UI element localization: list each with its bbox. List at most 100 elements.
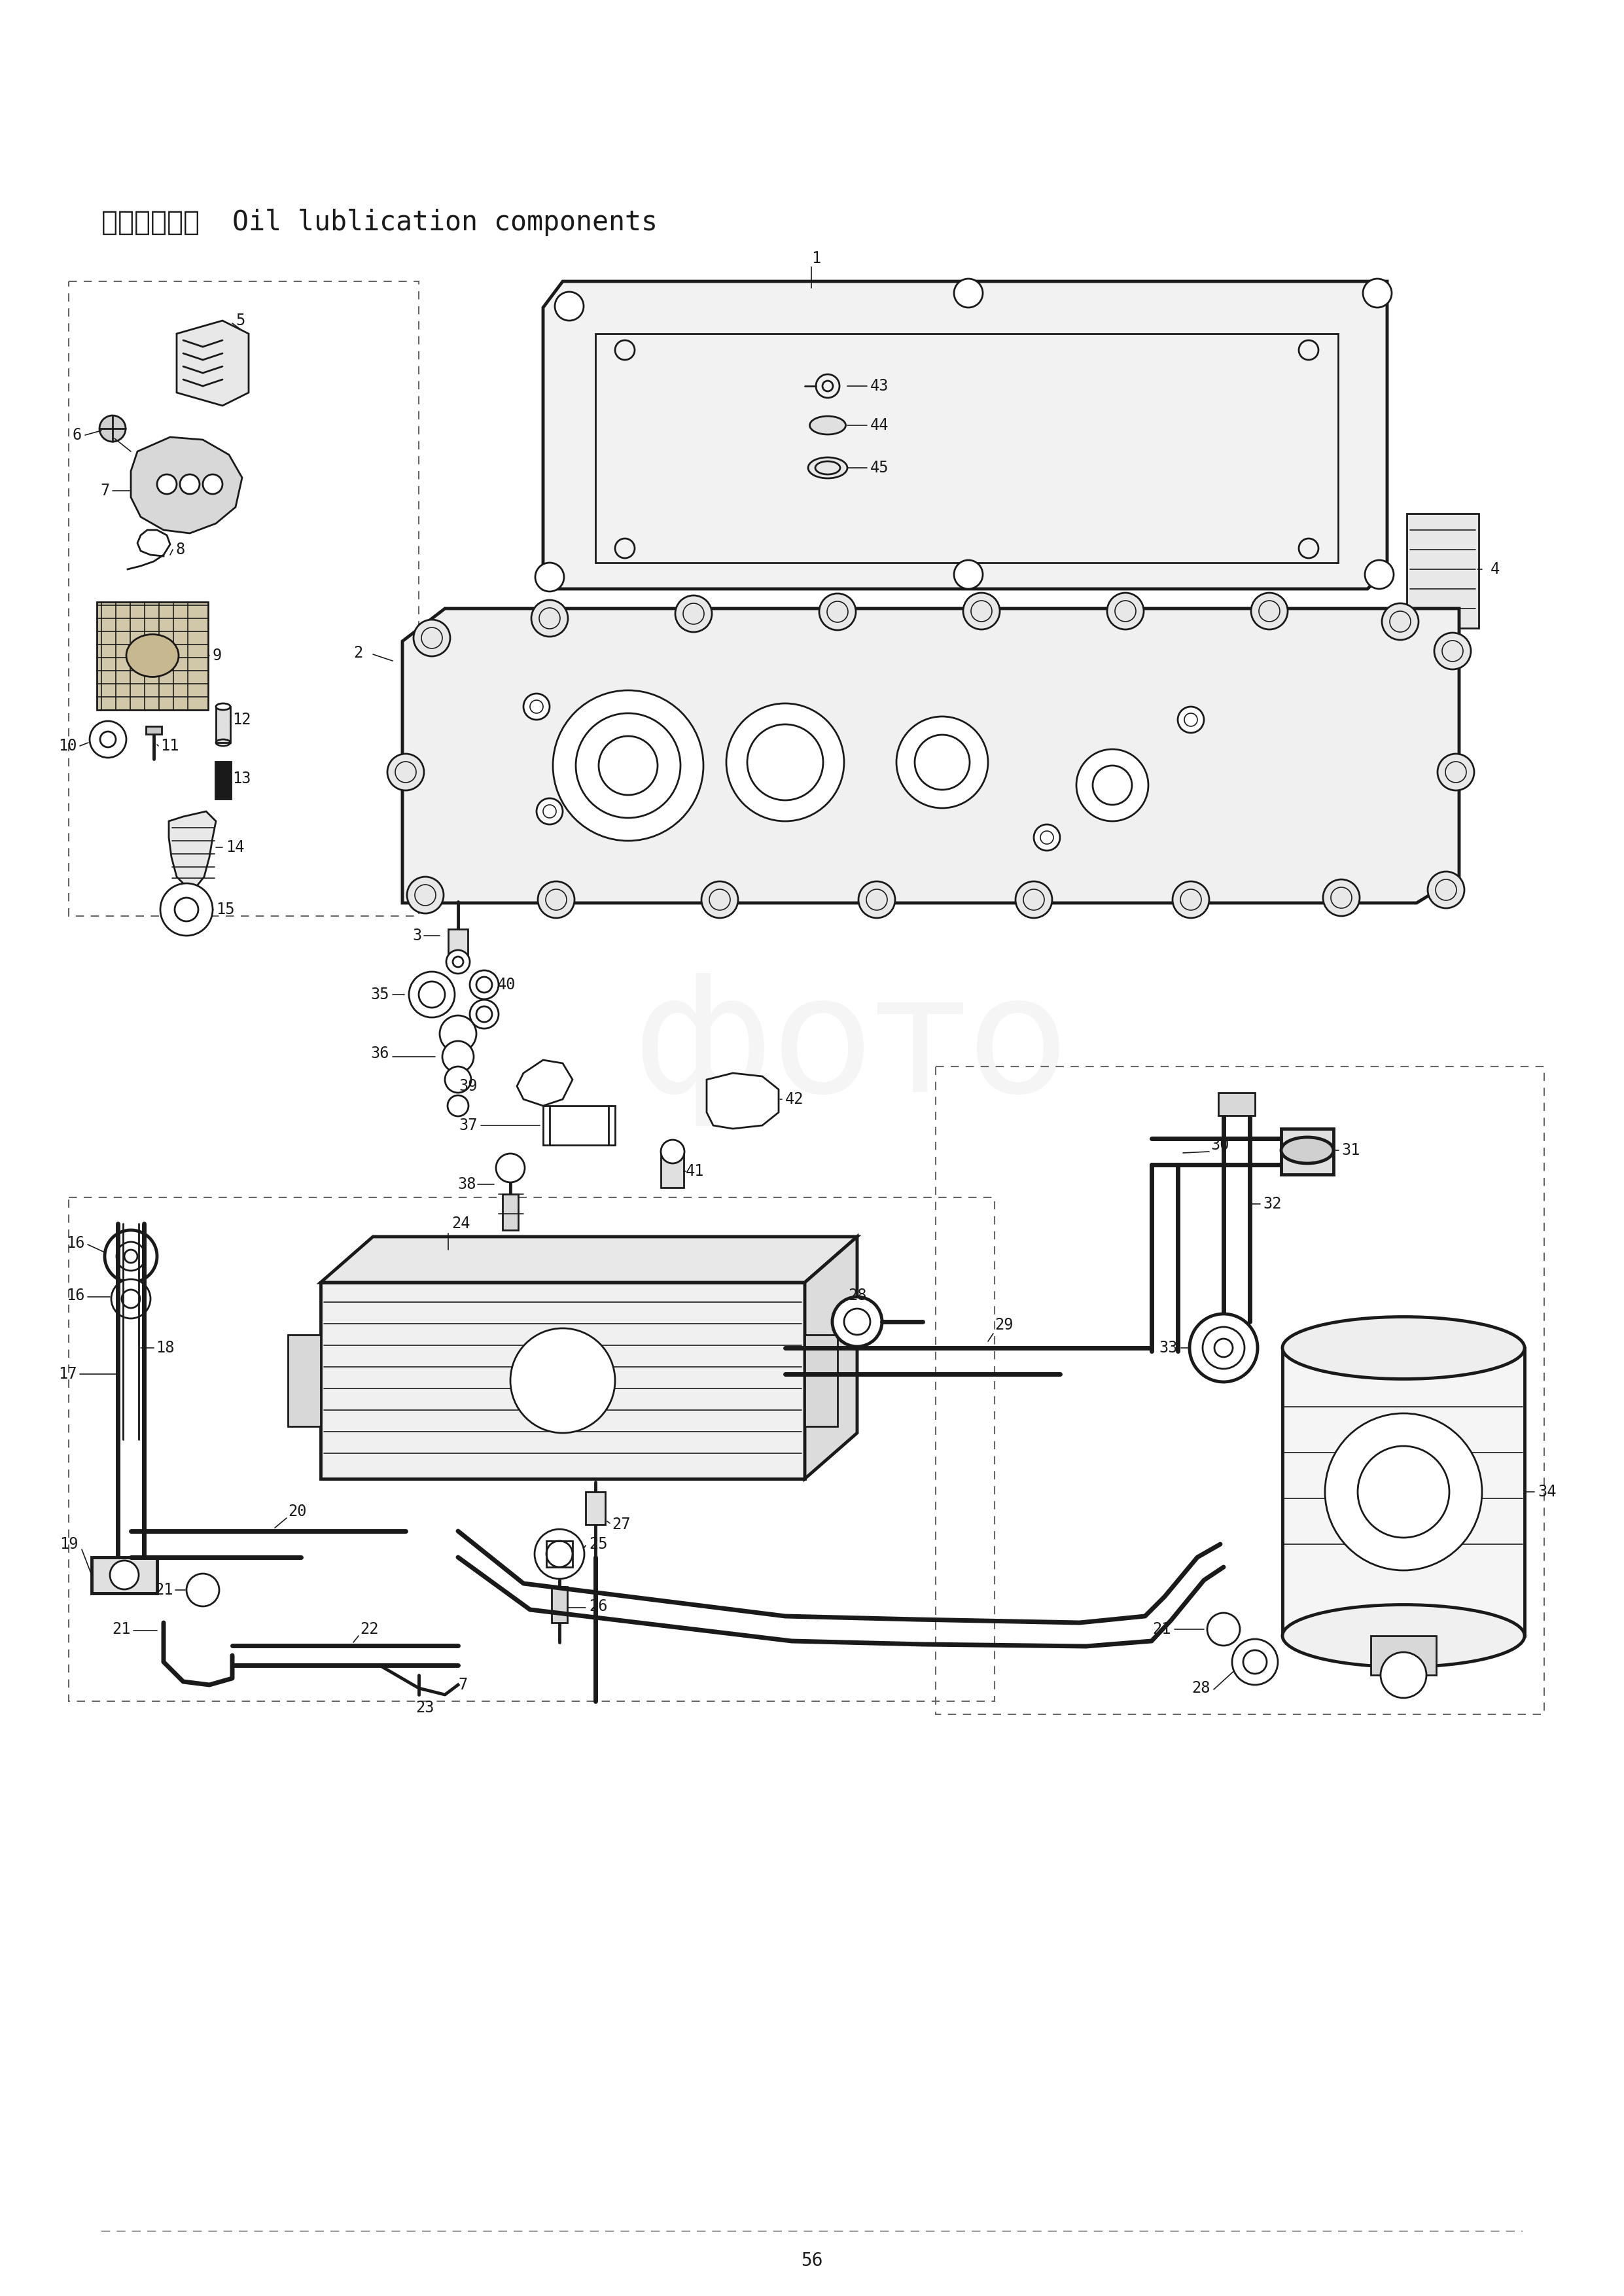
Circle shape [448, 1095, 468, 1116]
Polygon shape [177, 321, 248, 406]
Circle shape [676, 595, 711, 631]
Circle shape [1434, 634, 1471, 670]
Polygon shape [516, 1061, 573, 1107]
Bar [542, 1107, 615, 1146]
Circle shape [203, 475, 222, 494]
Ellipse shape [1281, 1137, 1333, 1164]
Circle shape [1015, 882, 1052, 918]
Text: 21: 21 [112, 1621, 132, 1637]
Text: 42: 42 [784, 1091, 804, 1107]
Text: 22: 22 [361, 1621, 378, 1637]
Bar [68, 1199, 994, 1701]
Polygon shape [706, 1072, 778, 1130]
Circle shape [158, 475, 177, 494]
Bar [448, 930, 468, 964]
Text: фото: фото [633, 967, 1069, 1125]
Bar [320, 1283, 806, 1479]
Text: 26: 26 [590, 1598, 607, 1614]
Text: 43: 43 [870, 379, 888, 395]
Text: 40: 40 [497, 976, 516, 992]
Circle shape [859, 882, 895, 918]
Circle shape [89, 721, 127, 758]
Text: 八、润滑组件  Oil lublication components: 八、润滑组件 Oil lublication components [101, 209, 658, 236]
Circle shape [534, 1529, 585, 1580]
Circle shape [414, 620, 450, 657]
Circle shape [409, 971, 455, 1017]
Circle shape [1233, 1639, 1278, 1685]
Circle shape [447, 951, 469, 974]
Text: 23: 23 [416, 1699, 434, 1715]
Circle shape [99, 416, 125, 441]
Text: 16: 16 [67, 1235, 84, 1251]
Text: 41: 41 [685, 1164, 705, 1180]
Text: 38: 38 [458, 1176, 476, 1192]
Text: 33: 33 [1160, 1341, 1177, 1355]
Circle shape [953, 560, 983, 588]
Text: 8: 8 [175, 542, 185, 558]
Circle shape [442, 1040, 474, 1072]
Circle shape [1077, 748, 1148, 822]
Bar [1406, 514, 1479, 629]
Text: 4: 4 [1491, 563, 1501, 576]
Circle shape [1363, 278, 1392, 308]
Circle shape [555, 292, 583, 321]
Circle shape [469, 971, 499, 999]
Text: 15: 15 [216, 902, 234, 918]
Text: 21: 21 [154, 1582, 174, 1598]
Text: 28: 28 [848, 1288, 867, 1304]
Text: 7: 7 [458, 1676, 468, 1692]
Bar [806, 1334, 838, 1426]
Ellipse shape [809, 457, 848, 478]
Circle shape [110, 1561, 138, 1589]
Polygon shape [320, 1238, 857, 1283]
Polygon shape [542, 282, 1387, 588]
Circle shape [1324, 879, 1359, 916]
Text: 56: 56 [801, 2252, 823, 2271]
Text: 31: 31 [1341, 1143, 1359, 1157]
Bar [661, 1153, 684, 1187]
Text: 37: 37 [460, 1118, 477, 1134]
Circle shape [1189, 1313, 1257, 1382]
Text: 9: 9 [213, 647, 222, 664]
Circle shape [1250, 592, 1288, 629]
Circle shape [702, 882, 737, 918]
Bar [68, 282, 419, 916]
Circle shape [726, 703, 844, 822]
Circle shape [1108, 592, 1143, 629]
Polygon shape [169, 810, 216, 886]
Bar [1218, 1093, 1255, 1116]
Text: 36: 36 [370, 1045, 390, 1061]
Circle shape [180, 475, 200, 494]
Circle shape [661, 1139, 684, 1164]
Circle shape [552, 691, 703, 840]
Circle shape [445, 1068, 471, 1093]
Circle shape [818, 592, 856, 629]
Text: 17: 17 [58, 1366, 78, 1382]
Text: 27: 27 [612, 1518, 630, 1531]
Text: 20: 20 [287, 1504, 307, 1520]
Text: 25: 25 [590, 1536, 607, 1552]
Circle shape [1382, 604, 1418, 641]
Text: 16: 16 [67, 1288, 84, 1304]
Circle shape [1427, 872, 1465, 909]
Ellipse shape [1283, 1318, 1525, 1380]
Circle shape [187, 1573, 219, 1607]
Text: 29: 29 [994, 1318, 1013, 1334]
Circle shape [531, 599, 568, 636]
Ellipse shape [1283, 1605, 1525, 1667]
Bar [1283, 1348, 1525, 1635]
Bar [216, 707, 231, 742]
Circle shape [510, 1329, 615, 1433]
Circle shape [110, 1279, 151, 1318]
Circle shape [896, 716, 987, 808]
Text: 28: 28 [1192, 1681, 1210, 1697]
Text: 44: 44 [870, 418, 888, 434]
Bar [546, 1541, 573, 1568]
Circle shape [388, 753, 424, 790]
Bar [216, 762, 231, 799]
Text: 1: 1 [812, 250, 820, 266]
Text: 18: 18 [156, 1341, 174, 1355]
Ellipse shape [216, 703, 231, 709]
Circle shape [523, 693, 549, 719]
Bar [91, 1557, 158, 1593]
